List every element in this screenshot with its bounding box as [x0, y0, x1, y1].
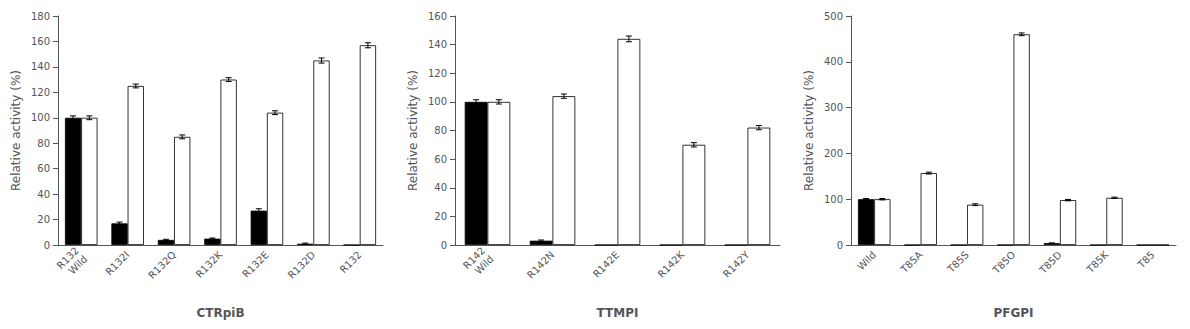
- svg-text:T85D: T85D: [1037, 249, 1064, 276]
- svg-text:R132Q: R132Q: [146, 249, 178, 281]
- svg-text:160: 160: [428, 11, 447, 22]
- svg-text:R132E: R132E: [240, 249, 271, 280]
- svg-text:20: 20: [434, 211, 447, 222]
- svg-text:80: 80: [434, 125, 447, 136]
- svg-text:T85K: T85K: [1084, 249, 1111, 276]
- svg-text:T85A: T85A: [898, 249, 925, 276]
- svg-text:120: 120: [428, 68, 447, 79]
- svg-text:Relative activity (%): Relative activity (%): [802, 70, 816, 191]
- svg-text:R142K: R142K: [656, 249, 687, 280]
- svg-text:200: 200: [824, 148, 843, 159]
- svg-text:160: 160: [31, 36, 50, 47]
- svg-text:80: 80: [37, 138, 50, 149]
- svg-text:0: 0: [441, 240, 447, 251]
- svg-text:0: 0: [44, 240, 50, 251]
- svg-text:400: 400: [824, 56, 843, 67]
- svg-text:Wild: Wild: [473, 253, 496, 276]
- svg-text:R132I: R132I: [103, 249, 131, 277]
- svg-text:0: 0: [837, 240, 843, 251]
- svg-text:180: 180: [31, 11, 50, 22]
- svg-text:R142E: R142E: [591, 249, 622, 280]
- svg-text:R142Y: R142Y: [721, 248, 752, 279]
- svg-text:500: 500: [824, 11, 843, 22]
- svg-text:Wild: Wild: [66, 253, 89, 276]
- svg-text:100: 100: [31, 112, 50, 123]
- svg-text:CTRpiB: CTRpiB: [196, 306, 244, 320]
- svg-text:TTMPI: TTMPI: [597, 306, 639, 320]
- svg-text:R132: R132: [338, 249, 364, 275]
- svg-text:R132D: R132D: [286, 249, 318, 281]
- svg-text:T85: T85: [1135, 249, 1157, 271]
- svg-text:Relative activity (%): Relative activity (%): [9, 70, 23, 191]
- svg-text:120: 120: [31, 87, 50, 98]
- svg-text:140: 140: [428, 39, 447, 50]
- svg-text:R132K: R132K: [194, 249, 225, 280]
- svg-text:Wild: Wild: [855, 249, 878, 272]
- svg-text:40: 40: [434, 182, 447, 193]
- svg-text:R132: R132: [54, 244, 81, 271]
- svg-text:100: 100: [428, 96, 447, 107]
- svg-text:T85O: T85O: [990, 249, 1017, 276]
- svg-text:R142N: R142N: [525, 249, 556, 280]
- svg-text:T85S: T85S: [945, 249, 971, 275]
- svg-text:40: 40: [37, 189, 50, 200]
- svg-text:Relative activity (%): Relative activity (%): [406, 70, 420, 191]
- svg-text:60: 60: [434, 154, 447, 165]
- svg-text:R142: R142: [461, 244, 488, 271]
- svg-text:60: 60: [37, 163, 50, 174]
- svg-text:140: 140: [31, 61, 50, 72]
- svg-text:20: 20: [37, 214, 50, 225]
- svg-text:300: 300: [824, 102, 843, 113]
- svg-text:PFGPI: PFGPI: [993, 306, 1033, 320]
- svg-text:100: 100: [824, 194, 843, 205]
